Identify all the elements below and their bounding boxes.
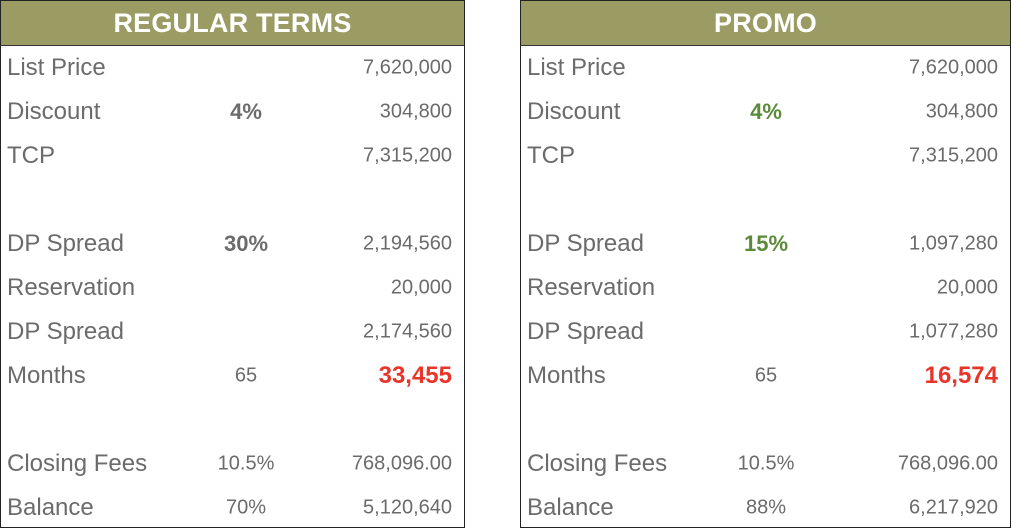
row-value: 20,000: [390, 276, 452, 299]
row-label: TCP: [7, 142, 55, 169]
row-dp-spread-net: DP Spread 2,174,560: [1, 310, 464, 354]
row-label: Closing Fees: [527, 450, 668, 477]
promo-panel: PROMO List Price 7,620,000 Discount 4% 3…: [520, 0, 1011, 528]
row-label: TCP: [527, 142, 575, 169]
row-tcp: TCP 7,315,200: [521, 134, 1010, 178]
row-balance: Balance 88% 6,217,920: [521, 486, 1010, 530]
row-label: DP Spread: [527, 318, 644, 345]
row-closing-fees: Closing Fees 10.5% 768,096.00: [521, 442, 1010, 486]
row-label: Reservation: [527, 274, 656, 301]
panel-title: REGULAR TERMS: [1, 1, 464, 46]
row-rate: 15%: [743, 231, 789, 256]
monthly-amount: 16,574: [924, 362, 998, 389]
row-label: Closing Fees: [7, 450, 148, 477]
row-label: List Price: [7, 54, 106, 81]
row-rate: 65: [754, 364, 778, 387]
row-value: 2,174,560: [363, 320, 452, 343]
row-value: 6,217,920: [909, 496, 998, 519]
row-label: Months: [7, 362, 86, 389]
row-discount: Discount 4% 304,800: [1, 90, 464, 134]
row-label: Balance: [527, 494, 614, 521]
row-label: DP Spread: [7, 230, 124, 257]
row-rate: 4%: [230, 99, 262, 124]
row-tcp: TCP 7,315,200: [1, 134, 464, 178]
row-value: 1,077,280: [909, 320, 998, 343]
row-value: 2,194,560: [363, 232, 452, 255]
row-reservation: Reservation 20,000: [1, 266, 464, 310]
row-label: Months: [527, 362, 606, 389]
row-spacer: [1, 178, 464, 222]
row-list-price: List Price 7,620,000: [1, 46, 464, 90]
row-value: 7,620,000: [363, 56, 452, 79]
row-spacer: [521, 398, 1010, 442]
row-spacer: [521, 178, 1010, 222]
row-rate: 4%: [750, 99, 782, 124]
row-closing-fees: Closing Fees 10.5% 768,096.00: [1, 442, 464, 486]
row-value: 7,315,200: [909, 144, 998, 167]
row-rate: 70%: [225, 496, 267, 519]
row-value: 5,120,640: [363, 496, 452, 519]
regular-terms-panel: REGULAR TERMS List Price 7,620,000 Disco…: [0, 0, 465, 528]
row-label: DP Spread: [527, 230, 644, 257]
row-value: 7,620,000: [909, 56, 998, 79]
row-dp-spread-net: DP Spread 1,077,280: [521, 310, 1010, 354]
row-dp-spread: DP Spread 15% 1,097,280: [521, 222, 1010, 266]
row-rate: 88%: [745, 496, 787, 519]
row-label: Discount: [527, 98, 621, 125]
row-list-price: List Price 7,620,000: [521, 46, 1010, 90]
row-value: 768,096.00: [351, 452, 452, 475]
row-rate: 65: [234, 364, 258, 387]
row-reservation: Reservation 20,000: [521, 266, 1010, 310]
row-value: 1,097,280: [909, 232, 998, 255]
row-label: Reservation: [7, 274, 136, 301]
row-label: DP Spread: [7, 318, 124, 345]
row-label: Discount: [7, 98, 101, 125]
row-value: 304,800: [379, 100, 452, 123]
monthly-amount: 33,455: [378, 362, 452, 389]
row-balance: Balance 70% 5,120,640: [1, 486, 464, 530]
row-rate: 10.5%: [217, 452, 275, 475]
row-rate: 30%: [223, 231, 269, 256]
row-value: 7,315,200: [363, 144, 452, 167]
row-dp-spread: DP Spread 30% 2,194,560: [1, 222, 464, 266]
row-label: Balance: [7, 494, 94, 521]
row-value: 20,000: [936, 276, 998, 299]
row-label: List Price: [527, 54, 626, 81]
row-value: 304,800: [925, 100, 998, 123]
row-months: Months 65 33,455: [1, 354, 464, 398]
row-discount: Discount 4% 304,800: [521, 90, 1010, 134]
panel-title: PROMO: [521, 1, 1010, 46]
row-spacer: [1, 398, 464, 442]
row-months: Months 65 16,574: [521, 354, 1010, 398]
row-rate: 10.5%: [737, 452, 795, 475]
row-value: 768,096.00: [897, 452, 998, 475]
